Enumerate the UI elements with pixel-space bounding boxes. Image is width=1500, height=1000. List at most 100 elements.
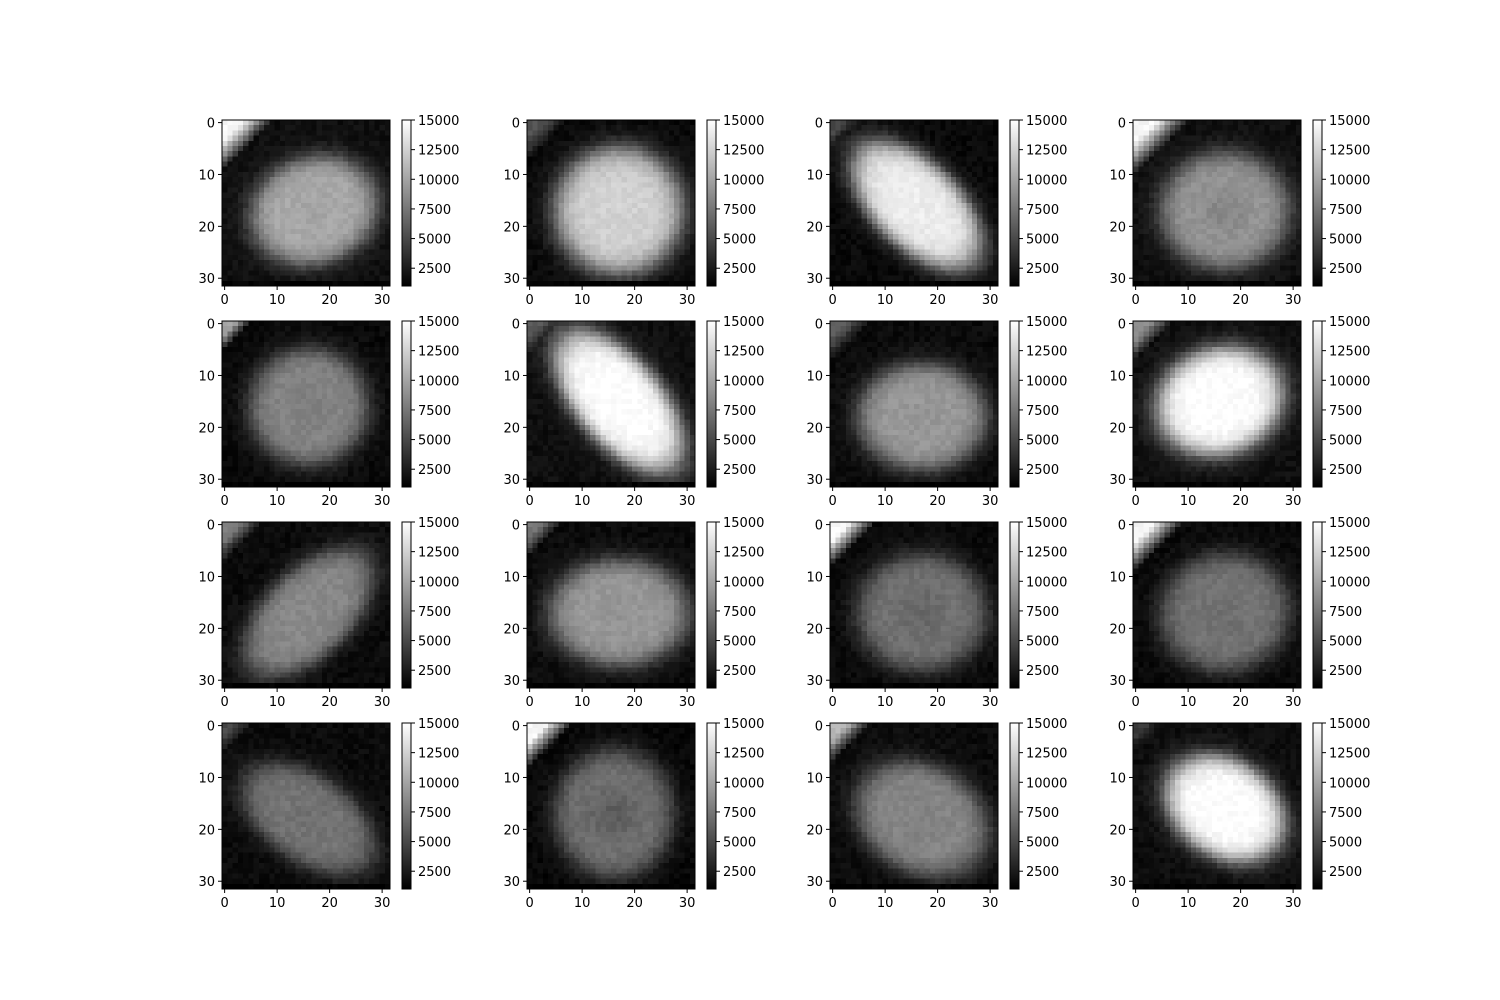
heatmap-cell <box>1138 161 1144 168</box>
heatmap-cell <box>1264 244 1270 251</box>
heatmap-cell <box>1274 182 1281 188</box>
heatmap-cell <box>579 135 586 142</box>
heatmap-cell <box>279 331 286 337</box>
heatmap-cell <box>300 275 307 282</box>
heatmap-cell <box>637 171 643 178</box>
heatmap-cell <box>295 203 302 209</box>
heatmap-cell <box>924 223 931 230</box>
heatmap-cell <box>898 135 904 142</box>
heatmap-cell <box>358 424 365 431</box>
heatmap-cell <box>253 326 260 332</box>
heatmap-cell <box>358 398 365 405</box>
heatmap-cell <box>1259 156 1265 162</box>
heatmap-cell <box>924 161 931 168</box>
heatmap-cell <box>684 140 691 147</box>
heatmap-cell <box>647 234 654 240</box>
heatmap-cell <box>632 260 638 266</box>
heatmap-cell <box>295 228 302 235</box>
heatmap-cell <box>1232 182 1239 188</box>
heatmap-cell <box>961 228 967 235</box>
heatmap-cell <box>1222 151 1228 157</box>
heatmap-cell <box>527 192 533 199</box>
heatmap-cell <box>348 203 354 209</box>
heatmap-cell <box>1285 182 1291 188</box>
heatmap-cell <box>1211 125 1218 131</box>
heatmap-cell <box>684 130 691 136</box>
heatmap-cell <box>222 161 228 168</box>
heatmap-cell <box>689 244 696 251</box>
heatmap-cell <box>1190 130 1197 136</box>
heatmap-cell <box>558 280 565 287</box>
heatmap-cell <box>1211 135 1218 142</box>
heatmap-cell <box>569 213 575 219</box>
heatmap-cell <box>830 203 836 209</box>
heatmap-cell <box>569 145 575 152</box>
heatmap-cell <box>1211 187 1218 194</box>
heatmap-cell <box>1264 234 1270 240</box>
heatmap-cell <box>264 125 270 131</box>
heatmap-cell <box>1143 166 1150 173</box>
heatmap-cell <box>882 254 889 261</box>
heatmap-cell <box>956 166 962 173</box>
heatmap-cell <box>311 244 317 251</box>
heatmap-cell <box>684 265 691 271</box>
heatmap-cell <box>1159 151 1165 157</box>
heatmap-cell <box>363 398 370 405</box>
heatmap-cell <box>1264 145 1270 152</box>
heatmap-cell <box>1138 239 1144 245</box>
axes-frame <box>1132 119 1302 287</box>
heatmap-cell <box>658 145 664 152</box>
heatmap-cell <box>684 280 691 287</box>
heatmap-cell <box>316 161 323 168</box>
heatmap-cell <box>987 203 994 209</box>
heatmap-cell <box>929 265 936 271</box>
heatmap-cell <box>877 135 883 142</box>
heatmap-cell <box>337 409 344 415</box>
heatmap-cell <box>243 280 249 287</box>
heatmap-cell <box>1148 192 1155 199</box>
heatmap-cell <box>1201 228 1207 235</box>
heatmap-cell <box>243 372 249 379</box>
heatmap-cell <box>321 156 328 162</box>
heatmap-cell <box>237 234 244 240</box>
heatmap-cell <box>1169 192 1176 199</box>
heatmap-cell <box>950 120 957 126</box>
heatmap-cell <box>258 249 265 256</box>
heatmap-cell <box>553 177 559 183</box>
heatmap-cell <box>232 435 239 441</box>
heatmap-cell <box>264 213 270 219</box>
heatmap-cell <box>924 151 931 157</box>
heatmap-cell <box>290 280 296 287</box>
heatmap-cell <box>966 218 973 225</box>
heatmap-cell <box>590 203 596 209</box>
heatmap-cell <box>872 130 878 136</box>
heatmap-cell <box>358 275 365 282</box>
heatmap-cell <box>1164 177 1171 183</box>
heatmap-cell <box>1211 192 1218 199</box>
heatmap-cell <box>384 346 391 353</box>
heatmap-cell <box>684 203 691 209</box>
heatmap-cell <box>647 182 654 188</box>
heatmap-cell <box>532 166 538 173</box>
heatmap-cell <box>306 362 312 369</box>
heatmap-cell <box>887 280 894 287</box>
heatmap-cell <box>258 140 265 147</box>
heatmap-cell <box>1175 151 1181 157</box>
heatmap-cell <box>222 393 228 400</box>
heatmap-cell <box>384 341 391 348</box>
heatmap-cell <box>663 249 670 256</box>
heatmap-cell <box>1227 197 1234 204</box>
heatmap-cell <box>1280 280 1286 287</box>
heatmap-cell <box>992 140 999 147</box>
heatmap-cell <box>332 357 338 363</box>
heatmap-cell <box>919 234 925 240</box>
heatmap-cell <box>1259 125 1265 131</box>
heatmap-cell <box>1253 254 1260 261</box>
heatmap-cell <box>611 244 617 251</box>
heatmap-cell <box>311 213 317 219</box>
heatmap-cell <box>1211 223 1218 230</box>
heatmap-cell <box>605 218 612 225</box>
heatmap-cell <box>956 135 962 142</box>
heatmap-cell <box>227 187 233 194</box>
